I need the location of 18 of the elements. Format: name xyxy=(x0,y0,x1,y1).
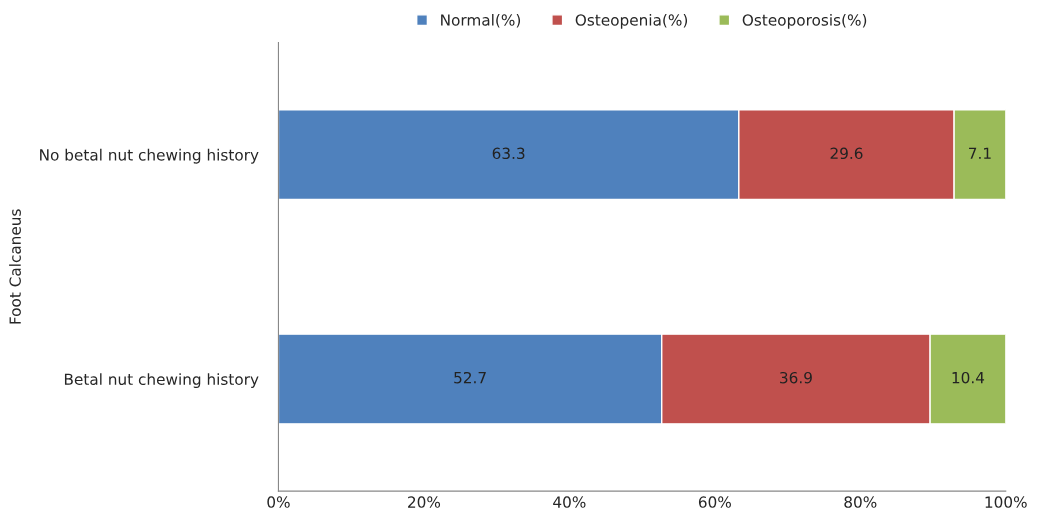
data-label: 36.9 xyxy=(780,371,812,384)
y-tick-label: Betal nut chewing history xyxy=(64,373,259,388)
data-label: 10.4 xyxy=(952,371,985,384)
x-tick-label: 40% xyxy=(553,496,586,508)
data-label: 52.7 xyxy=(454,371,486,384)
data-label: 63.3 xyxy=(492,147,525,160)
legend-label: Osteopenia(%) xyxy=(575,13,688,29)
x-tick-label: 80% xyxy=(844,496,877,508)
legend-label: Normal(%) xyxy=(441,13,521,28)
data-label: 7.1 xyxy=(969,147,991,159)
y-axis-title: Foot Calcaneus xyxy=(9,209,21,324)
x-tick-label: 20% xyxy=(408,496,441,508)
x-tick-label: 100% xyxy=(985,496,1027,508)
y-tick-label: No betal nut chewing history xyxy=(40,148,259,164)
legend-label: Osteoporosis(%) xyxy=(742,13,867,29)
x-tick-label: 0% xyxy=(267,496,290,508)
data-label: 29.6 xyxy=(830,147,863,160)
x-tick-label: 60% xyxy=(698,496,731,508)
